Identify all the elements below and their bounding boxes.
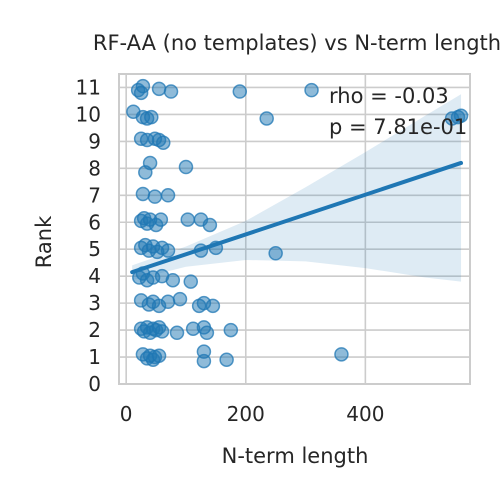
data-point: [144, 109, 159, 125]
data-point: [151, 81, 167, 97]
data-point: [196, 353, 212, 369]
x-tick-label: 0: [120, 402, 133, 426]
data-point: [199, 325, 215, 341]
tick-labels: 0 1 2 3 4 5 6 7 8 9 10 11 0 200 400: [76, 75, 385, 426]
data-point: [453, 108, 469, 124]
data-point: [232, 84, 248, 99]
data-point: [165, 272, 181, 288]
x-tick-label: 200: [227, 402, 265, 426]
y-tick-label: 10: [76, 102, 101, 126]
confidence-band: [132, 94, 462, 282]
data-point: [202, 217, 218, 233]
y-tick-label: 11: [76, 75, 101, 99]
data-point: [151, 348, 167, 363]
data-point: [223, 322, 239, 338]
data-point: [154, 324, 170, 339]
data-point: [178, 159, 194, 175]
data-point: [147, 189, 163, 204]
data-point: [133, 85, 149, 101]
data-point: [219, 352, 234, 367]
regression-line-group: [130, 160, 464, 275]
chart-title: RF-AA (no templates) vs N-term length: [93, 31, 500, 55]
y-tick-label: 0: [88, 372, 101, 396]
regression-line: [130, 160, 464, 275]
y-tick-label: 5: [88, 237, 101, 261]
data-point: [169, 325, 185, 341]
y-tick-label: 1: [88, 345, 101, 369]
y-tick-label: 4: [88, 264, 101, 288]
rho-annotation: rho = -0.03: [329, 84, 449, 108]
data-point: [268, 246, 283, 261]
x-axis-label: N-term length: [222, 444, 369, 468]
points-group: [126, 78, 469, 369]
data-point: [304, 82, 319, 98]
data-point: [155, 135, 171, 150]
data-point: [334, 347, 349, 362]
plot-frame: [118, 73, 471, 385]
data-point: [138, 165, 153, 180]
y-tick-label: 6: [88, 210, 101, 234]
p-value-annotation: p = 7.81e-01: [329, 115, 467, 139]
data-point: [160, 294, 176, 310]
y-tick-label: 2: [88, 318, 101, 342]
confidence-band-group: [132, 94, 462, 282]
data-point: [183, 274, 199, 289]
data-point: [135, 186, 151, 202]
data-point: [205, 298, 221, 314]
y-tick-label: 7: [88, 183, 101, 207]
data-point: [172, 291, 188, 307]
x-tick-label: 400: [346, 402, 384, 426]
y-axis-label: Rank: [32, 215, 56, 268]
data-point: [259, 111, 274, 126]
data-point: [160, 188, 176, 203]
y-tick-label: 8: [88, 156, 101, 180]
data-point: [163, 84, 179, 99]
data-point: [180, 212, 196, 227]
grid: [119, 74, 470, 385]
data-point: [153, 212, 169, 227]
y-tick-label: 3: [88, 291, 101, 315]
y-tick-label: 9: [88, 129, 101, 153]
data-point: [160, 243, 176, 258]
